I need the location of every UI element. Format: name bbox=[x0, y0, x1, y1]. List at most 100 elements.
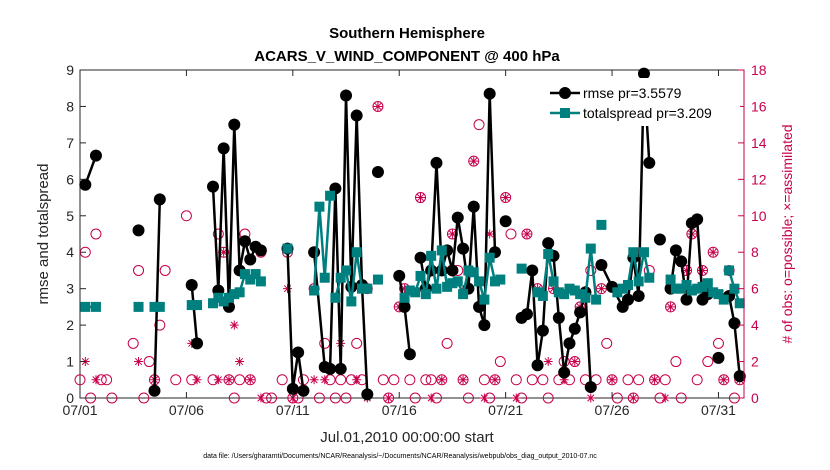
rmse-point bbox=[643, 156, 656, 169]
totalspread-point bbox=[309, 285, 320, 296]
totalspread-point bbox=[341, 265, 352, 276]
x-tick-label: 07/31 bbox=[701, 402, 736, 418]
obs-possible-marker bbox=[234, 374, 246, 386]
rmse-point bbox=[79, 178, 92, 191]
obs-possible-marker bbox=[707, 246, 719, 258]
rmse-point bbox=[574, 306, 587, 319]
obs-possible-marker bbox=[425, 374, 437, 386]
totalspread-point bbox=[548, 276, 559, 287]
totalspread-point bbox=[633, 276, 644, 287]
totalspread-point bbox=[692, 283, 703, 294]
obs-possible-marker bbox=[606, 374, 618, 386]
y-right-tick-label: 16 bbox=[751, 98, 767, 114]
rmse-line bbox=[286, 248, 305, 391]
obs-possible-marker bbox=[457, 374, 469, 386]
obs-possible-marker bbox=[542, 392, 554, 404]
obs-assimilated-marker bbox=[469, 156, 479, 166]
y-left-tick-label: 5 bbox=[66, 208, 74, 224]
obs-assimilated-marker bbox=[586, 393, 596, 403]
obs-assimilated-marker bbox=[501, 193, 511, 203]
obs-possible-marker bbox=[170, 374, 182, 386]
obs-assimilated-marker bbox=[229, 320, 239, 330]
legend-totalspread-label: totalspread pr=3.209 bbox=[583, 105, 712, 121]
obs-assimilated-marker bbox=[235, 357, 245, 367]
y-left-tick-label: 0 bbox=[66, 390, 74, 406]
obs-possible-marker bbox=[649, 374, 661, 386]
obs-assimilated-marker bbox=[490, 375, 500, 385]
obs-possible-marker bbox=[601, 337, 613, 349]
obs-assimilated-marker bbox=[708, 247, 718, 257]
totalspread-point bbox=[537, 290, 548, 301]
obs-possible-marker bbox=[340, 392, 352, 404]
rmse-point bbox=[563, 337, 576, 350]
rmse-point bbox=[393, 269, 406, 282]
obs-possible-marker bbox=[351, 337, 363, 349]
totalspread-point bbox=[729, 283, 740, 294]
obs-assimilated-marker bbox=[91, 375, 101, 385]
totalspread-point bbox=[356, 283, 367, 294]
obs-possible-marker bbox=[154, 319, 166, 331]
obs-possible-marker bbox=[223, 374, 235, 386]
rmse-point bbox=[733, 370, 746, 383]
y-axis-label-right: # of obs: o=possible; ×=assimilated bbox=[779, 124, 795, 343]
totalspread-point bbox=[314, 201, 325, 212]
totalspread-point bbox=[468, 267, 479, 278]
rmse-point bbox=[286, 382, 299, 395]
obs-assimilated-marker bbox=[416, 193, 426, 203]
obs-possible-marker bbox=[313, 392, 325, 404]
obs-assimilated-marker bbox=[666, 302, 676, 312]
y-left-tick-label: 9 bbox=[66, 62, 74, 78]
x-tick-label: 07/01 bbox=[62, 402, 97, 418]
rmse-point bbox=[89, 149, 102, 162]
totalspread-point bbox=[192, 300, 203, 311]
totalspread-point bbox=[410, 287, 421, 298]
obs-assimilated-marker bbox=[426, 393, 436, 403]
rmse-point bbox=[675, 255, 688, 268]
obs-possible-marker bbox=[473, 119, 485, 131]
obs-possible-marker bbox=[409, 392, 421, 404]
y-right-tick-label: 10 bbox=[751, 208, 767, 224]
obs-possible-marker bbox=[505, 228, 517, 240]
totalspread-point bbox=[234, 287, 245, 298]
rmse-point bbox=[584, 381, 597, 394]
x-tick-label: 07/11 bbox=[276, 402, 310, 418]
totalspread-line bbox=[312, 195, 332, 291]
totalspread-point bbox=[330, 292, 341, 303]
y-right-tick-label: 2 bbox=[751, 354, 759, 370]
totalspread-point bbox=[447, 278, 458, 289]
obs-assimilated-marker bbox=[719, 375, 729, 385]
rmse-point bbox=[185, 279, 198, 292]
totalspread-point bbox=[436, 245, 447, 256]
rmse-point bbox=[478, 319, 491, 332]
y-right-tick-label: 18 bbox=[751, 62, 767, 78]
rmse-point bbox=[457, 242, 470, 255]
rmse-point bbox=[217, 142, 230, 155]
obs-possible-marker bbox=[537, 374, 549, 386]
obs-assimilated-marker bbox=[283, 284, 292, 294]
obs-assimilated-marker bbox=[224, 375, 234, 385]
rmse-point bbox=[414, 251, 427, 264]
obs-assimilated-marker bbox=[660, 393, 670, 403]
obs-possible-marker bbox=[436, 374, 448, 386]
obs-possible-marker bbox=[404, 374, 416, 386]
obs-possible-marker bbox=[106, 392, 118, 404]
obs-assimilated-marker bbox=[309, 375, 319, 385]
totalspread-point bbox=[484, 252, 495, 263]
totalspread-point bbox=[617, 283, 628, 294]
obs-possible-marker bbox=[718, 374, 730, 386]
totalspread-point bbox=[431, 283, 442, 294]
totalspread-point bbox=[713, 289, 724, 300]
rmse-point bbox=[153, 193, 166, 206]
totalspread-point bbox=[239, 269, 250, 280]
totalspread-point bbox=[479, 294, 490, 305]
obs-possible-marker bbox=[244, 374, 256, 386]
obs-possible-marker bbox=[627, 392, 639, 404]
rmse-point bbox=[622, 293, 635, 306]
obs-assimilated-marker bbox=[559, 375, 569, 385]
totalspread-point bbox=[282, 243, 293, 254]
totalspread-point bbox=[372, 274, 383, 285]
obs-assimilated-marker bbox=[522, 229, 532, 239]
rmse-point bbox=[595, 258, 608, 271]
rmse-point bbox=[531, 359, 544, 372]
series-layer bbox=[79, 67, 746, 401]
